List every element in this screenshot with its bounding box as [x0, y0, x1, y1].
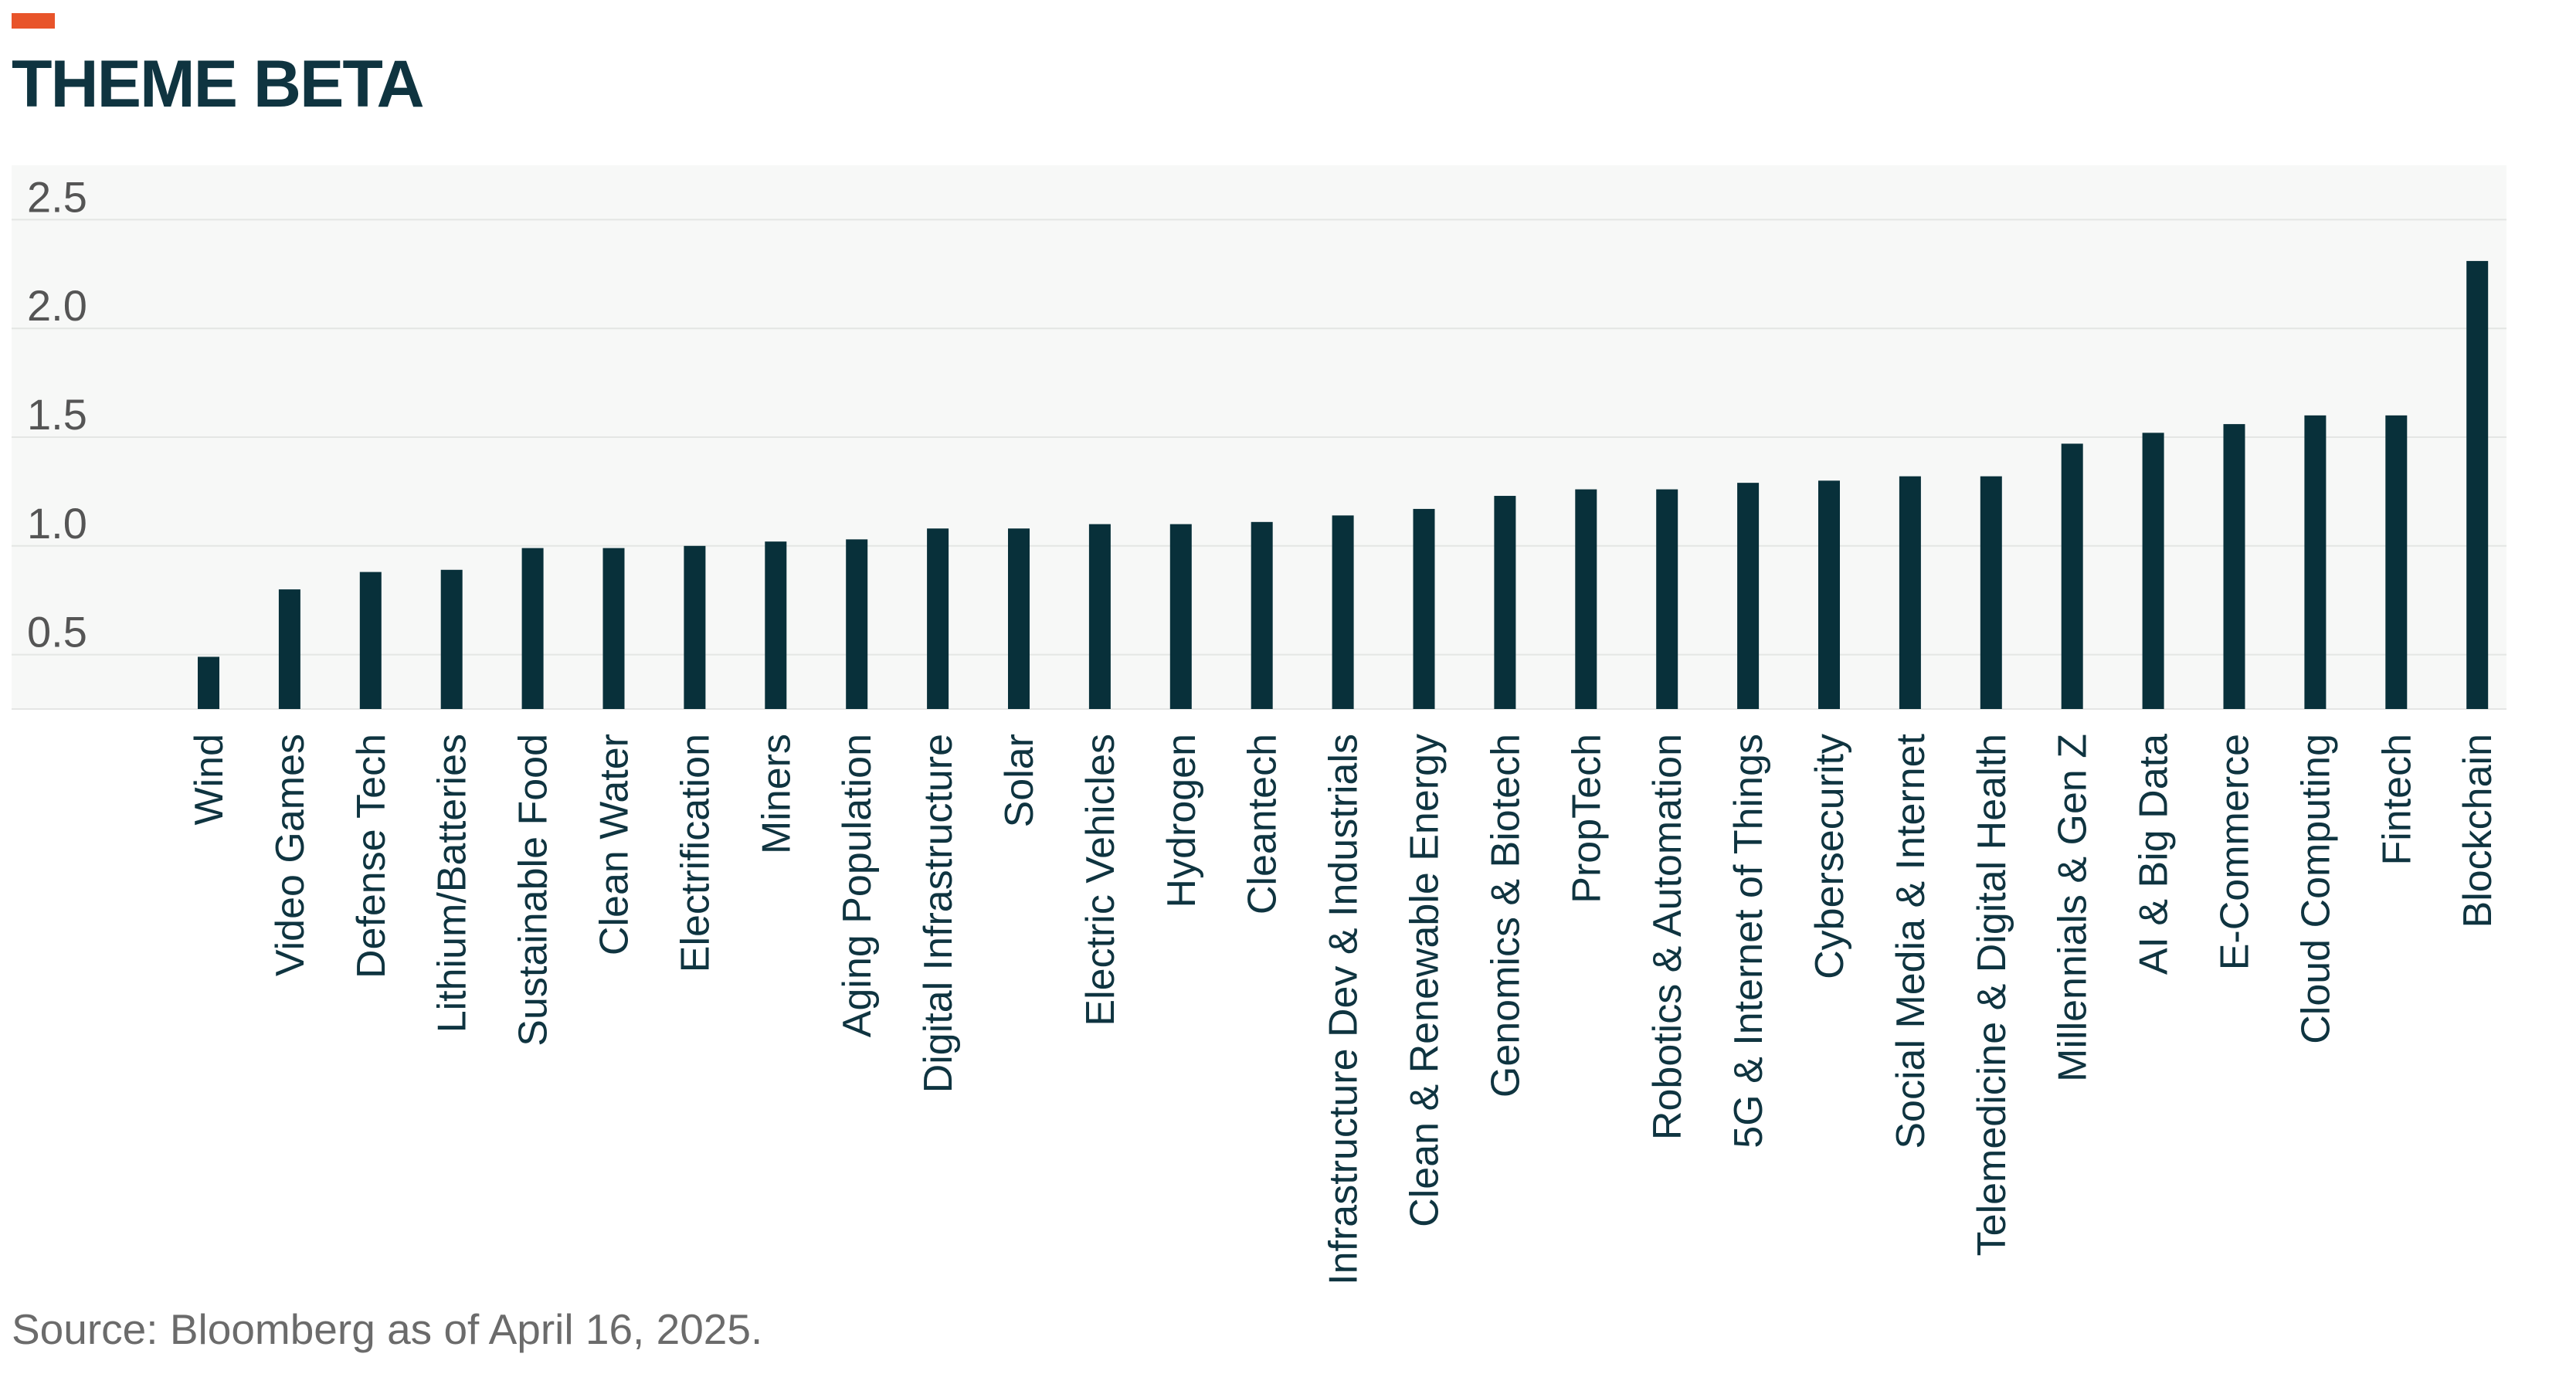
x-category-label: Cybersecurity [1807, 734, 1852, 979]
bar [198, 656, 219, 709]
bar [1575, 489, 1597, 709]
bar [2466, 260, 2489, 709]
x-category-label: Millennials & Gen Z [2051, 734, 2096, 1082]
bar [1656, 489, 1678, 709]
x-category-label: 5G & Internet of Things [1726, 734, 1771, 1148]
x-category-label: Blockchain [2456, 734, 2500, 928]
accent-bar [12, 13, 55, 29]
x-category-label: E-Commerce [2213, 734, 2258, 970]
x-category-label: Fintech [2374, 734, 2419, 866]
bar [521, 548, 544, 709]
y-tick-label: 2.5 [27, 172, 87, 221]
bar [1008, 528, 1030, 709]
x-axis-labels: Wind Video Games Defense Tech Lithium/Batte… [187, 733, 2500, 1284]
y-axis-ticks: 0.5 1.0 1.5 2.0 2.5 [27, 172, 87, 656]
bar [2142, 433, 2164, 709]
x-category-label: Lithium/Batteries [430, 734, 475, 1033]
source-note: Source: Bloomberg as of April 16, 2025. [12, 1305, 763, 1353]
bar [765, 541, 787, 709]
bar [1088, 524, 1111, 709]
bar [1251, 521, 1273, 709]
x-category-label: Genomics & Biotech [1483, 734, 1528, 1098]
x-category-label: Defense Tech [349, 734, 394, 979]
x-category-label: Wind [187, 734, 232, 825]
y-tick-label: 1.5 [27, 390, 87, 439]
bar [1494, 496, 1516, 709]
bar [1899, 476, 1921, 709]
bar [1737, 483, 1760, 709]
bars [198, 260, 2489, 709]
x-category-label: Robotics & Automation [1645, 734, 1690, 1140]
y-tick-label: 0.5 [27, 608, 87, 656]
bar [1169, 524, 1192, 709]
bar [846, 539, 868, 709]
bar [2385, 415, 2408, 709]
x-category-label: Cleantech [1240, 734, 1285, 914]
x-category-label: Miners [754, 734, 799, 854]
bar [2061, 443, 2083, 709]
x-category-label: Electrification [673, 734, 718, 972]
x-category-label: Clean & Renewable Energy [1403, 734, 1448, 1227]
x-category-label: Aging Population [835, 734, 880, 1037]
x-category-label: Sustainable Food [511, 734, 556, 1047]
x-category-label: Social Media & Internet [1889, 733, 1933, 1148]
x-category-label: Solar [997, 734, 1042, 827]
x-category-label: Hydrogen [1159, 734, 1204, 908]
x-category-label: Cloud Computing [2293, 734, 2338, 1044]
y-tick-label: 2.0 [27, 281, 87, 330]
bar [1818, 480, 1840, 709]
bar [1332, 515, 1354, 709]
x-category-label: Digital Infrastructure [916, 734, 961, 1093]
bar [2304, 415, 2327, 709]
bar [1980, 476, 2002, 709]
x-category-label: Infrastructure Dev & Industrials [1322, 734, 1366, 1285]
bar [927, 528, 949, 709]
x-category-label: Electric Vehicles [1078, 734, 1123, 1026]
bar [440, 569, 463, 709]
x-category-label: Telemedicine & Digital Health [1970, 734, 2014, 1256]
x-category-label: Clean Water [592, 734, 637, 955]
bar [278, 589, 300, 709]
x-category-label: PropTech [1564, 734, 1609, 904]
y-tick-label: 1.0 [27, 499, 87, 548]
bar [359, 572, 382, 709]
bar [602, 548, 625, 709]
x-category-label: AI & Big Data [2132, 734, 2177, 975]
chart-title: THEME BETA [12, 47, 425, 121]
bar [684, 545, 706, 709]
bar [1413, 508, 1435, 709]
bar [2223, 424, 2245, 709]
x-category-label: Video Games [268, 734, 313, 976]
